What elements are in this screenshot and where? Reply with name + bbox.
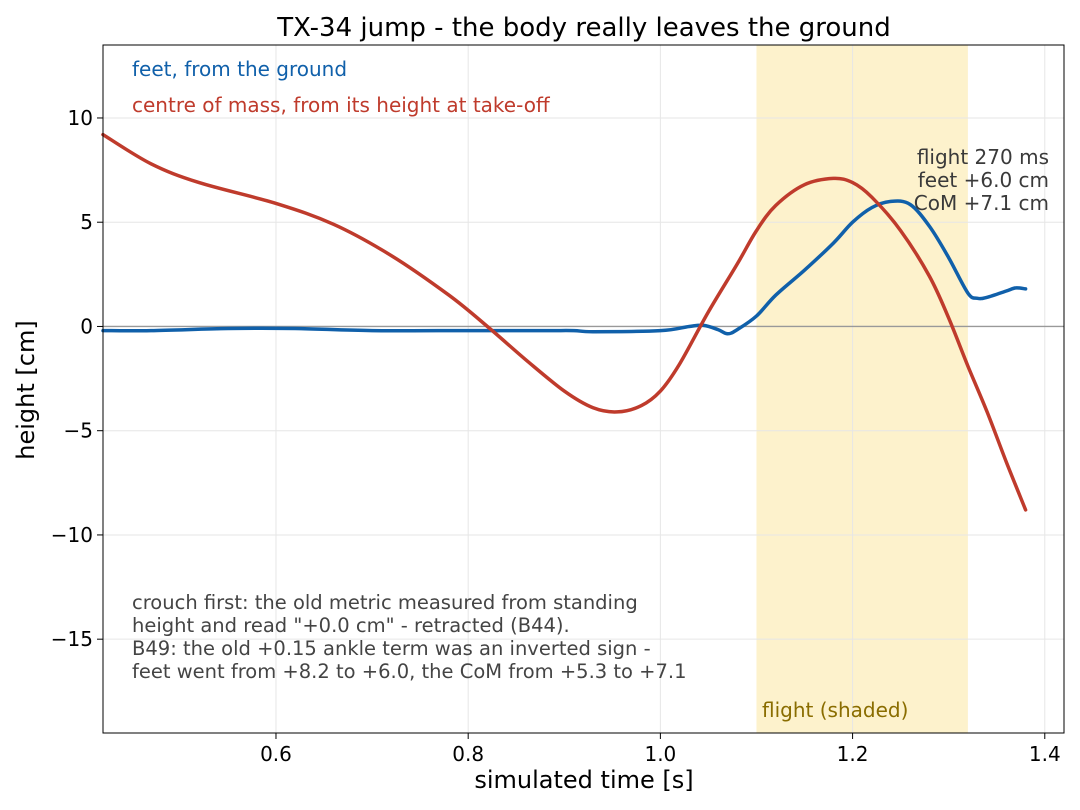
series-layer [101,132,1028,512]
flight-annotation-line-2: feet +6.0 cm [918,168,1049,192]
note-line-2: height and read "+0.0 cm" - retracted (B… [132,614,570,637]
flight-band-layer [756,45,968,733]
x-tick-label: 0.6 [260,742,292,766]
note-line-3: B49: the old +0.15 ankle term was an inv… [132,637,651,660]
y-tick-label: 0 [80,314,93,338]
feet-series-line [101,199,1028,336]
y-tick-label: 5 [80,210,93,234]
x-axis-label: simulated time [s] [474,766,693,794]
y-axis-label: height [cm] [12,320,40,459]
y-tick-label: −10 [51,523,93,547]
x-tick-label: 1.2 [837,742,869,766]
x-tick-label: 1.4 [1029,742,1061,766]
flight-band [756,45,968,733]
flight-annotation-line-1: flight 270 ms [917,145,1049,169]
x-tick-label: 1.0 [644,742,676,766]
note-line-1: crouch first: the old metric measured fr… [132,591,638,614]
com-series-line [101,132,1028,512]
x-tick-label: 0.8 [452,742,484,766]
flight-annotation-line-3: CoM +7.1 cm [914,191,1049,215]
legend-feet: feet, from the ground [132,57,347,81]
y-tick-label: 10 [68,106,93,130]
flight-band-label: flight (shaded) [762,698,908,722]
note-line-4: feet went from +8.2 to +6.0, the CoM fro… [132,660,687,683]
legend-centre-of-mass: centre of mass, from its height at take-… [132,93,551,117]
tick-layer: 0.6 0.8 1.0 1.2 1.4 10 5 0 −5 −10 −15 [51,106,1061,766]
plot-frame [102,44,1065,734]
y-tick-label: −15 [51,627,93,651]
y-tick-label: −5 [64,419,93,443]
chart-title: TX-34 jump - the body really leaves the … [276,13,891,43]
